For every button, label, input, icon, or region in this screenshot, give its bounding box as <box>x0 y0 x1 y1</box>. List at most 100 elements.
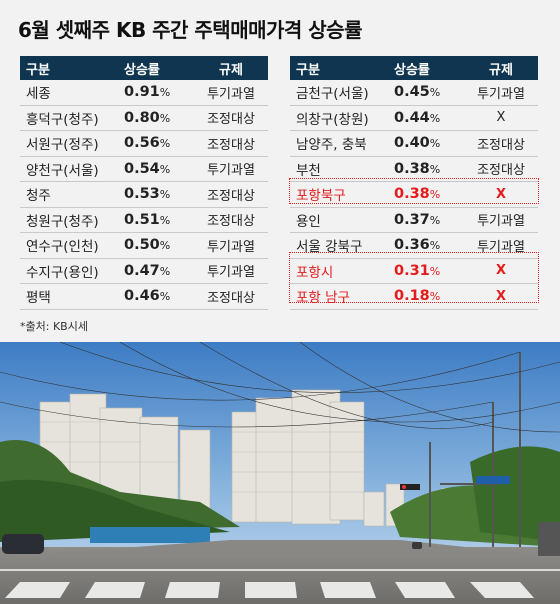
rate-cell: 0.44% <box>394 110 464 126</box>
table-row: 포항시 0.31% X <box>290 259 538 284</box>
percent-sign: % <box>429 264 441 278</box>
percent-sign: % <box>159 86 171 100</box>
region-cell: 수지구(용인) <box>26 264 99 281</box>
rate-table-right: 구분 상승률 규제 금천구(서울) 0.45% 투기과열 의창구(창원) 0.44% X 남… <box>290 56 538 310</box>
header-rate: 상승률 <box>124 62 160 78</box>
table-header: 구분 상승률 규제 <box>290 56 538 80</box>
regulation-cell: 조정대상 <box>207 112 255 128</box>
regulation-cell: 투기과열 <box>207 163 255 179</box>
table-row: 부천 0.38% 조정대상 <box>290 157 538 182</box>
rate-value: 0.38 <box>394 160 430 177</box>
percent-sign: % <box>429 239 441 253</box>
regulation-cell: X <box>495 288 507 304</box>
rate-cell: 0.54% <box>124 161 194 177</box>
region-cell: 금천구(서울) <box>296 86 369 103</box>
table-row: 세종 0.91% 투기과열 <box>20 80 268 106</box>
rate-cell: 0.46% <box>124 288 194 304</box>
street-photo <box>0 342 560 604</box>
percent-sign: % <box>429 86 441 100</box>
rate-value: 0.38 <box>394 186 430 203</box>
percent-sign: % <box>159 111 171 125</box>
header-regulation: 규제 <box>219 62 243 78</box>
table-row: 평택 0.46% 조정대상 <box>20 284 268 310</box>
rate-table-left: 구분 상승률 규제 세종 0.91% 투기과열 흥덕구(청주) 0.80% 조정대상 서원구… <box>20 56 268 310</box>
percent-sign: % <box>429 213 441 227</box>
table-body: 금천구(서울) 0.45% 투기과열 의창구(창원) 0.44% X 남양주, 충북 0.40… <box>290 80 538 310</box>
regulation-cell: 투기과열 <box>477 239 525 255</box>
region-cell: 포항북구 <box>296 188 346 205</box>
regulation-cell: X <box>495 263 507 279</box>
region-cell: 세종 <box>26 86 51 103</box>
table-header: 구분 상승률 규제 <box>20 56 268 80</box>
percent-sign: % <box>429 290 441 304</box>
regulation-cell: 조정대상 <box>207 214 255 230</box>
rate-value: 0.56 <box>124 135 160 152</box>
table-row: 금천구(서울) 0.45% 투기과열 <box>290 80 538 106</box>
percent-sign: % <box>159 264 171 278</box>
rate-cell: 0.53% <box>124 186 194 202</box>
rate-value: 0.31 <box>394 262 430 279</box>
region-cell: 청원구(청주) <box>26 213 99 230</box>
rate-cell: 0.18% <box>394 288 464 304</box>
rate-cell: 0.80% <box>124 110 194 126</box>
rate-cell: 0.37% <box>394 212 464 228</box>
regulation-cell: 투기과열 <box>207 86 255 102</box>
table-row: 연수구(인천) 0.50% 투기과열 <box>20 233 268 259</box>
regulation-cell: X <box>495 186 507 202</box>
table-row: 양천구(서울) 0.54% 투기과열 <box>20 157 268 182</box>
region-cell: 부천 <box>296 162 321 179</box>
header-regulation: 규제 <box>489 62 513 78</box>
rate-value: 0.51 <box>124 211 160 228</box>
region-cell: 포항 남구 <box>296 290 350 307</box>
region-cell: 연수구(인천) <box>26 239 99 256</box>
regulation-cell: 조정대상 <box>207 188 255 204</box>
regulation-cell: 조정대상 <box>207 137 255 153</box>
rate-cell: 0.91% <box>124 84 194 100</box>
table-body: 세종 0.91% 투기과열 흥덕구(청주) 0.80% 조정대상 서원구(정주) 0.56% 조… <box>20 80 268 310</box>
rate-value: 0.46 <box>124 288 160 305</box>
header-region: 구분 <box>26 62 50 78</box>
table-row: 서원구(정주) 0.56% 조정대상 <box>20 131 268 157</box>
regulation-cell: X <box>496 110 506 126</box>
table-row: 흥덕구(청주) 0.80% 조정대상 <box>20 106 268 131</box>
regulation-cell: 투기과열 <box>477 214 525 230</box>
rate-value: 0.40 <box>394 135 430 152</box>
rate-cell: 0.45% <box>394 84 464 100</box>
percent-sign: % <box>159 239 171 253</box>
region-cell: 흥덕구(청주) <box>26 111 99 128</box>
percent-sign: % <box>429 162 441 176</box>
region-cell: 청주 <box>26 188 51 205</box>
table-row: 청주 0.53% 조정대상 <box>20 182 268 208</box>
region-cell: 용인 <box>296 213 321 230</box>
percent-sign: % <box>159 213 171 227</box>
infographic-title: 6월 셋째주 KB 주간 주택매매가격 상승률 <box>18 18 362 42</box>
rate-value: 0.18 <box>394 288 430 305</box>
rate-value: 0.80 <box>124 109 160 126</box>
percent-sign: % <box>159 188 171 202</box>
rate-value: 0.37 <box>394 211 430 228</box>
table-row: 남양주, 충북 0.40% 조정대상 <box>290 131 538 157</box>
rate-value: 0.53 <box>124 186 160 203</box>
source-note: *출처: KB시세 <box>20 320 88 333</box>
region-cell: 평택 <box>26 290 51 307</box>
percent-sign: % <box>429 137 441 151</box>
regulation-cell: 조정대상 <box>477 163 525 179</box>
table-row: 포항북구 0.38% X <box>290 182 538 208</box>
rate-cell: 0.31% <box>394 263 464 279</box>
rate-cell: 0.38% <box>394 186 464 202</box>
region-cell: 포항시 <box>296 264 334 281</box>
region-cell: 양천구(서울) <box>26 162 99 179</box>
region-cell: 서울 강북구 <box>296 239 363 256</box>
rate-value: 0.50 <box>124 237 160 254</box>
rate-value: 0.54 <box>124 160 160 177</box>
table-row: 용인 0.37% 투기과열 <box>290 208 538 233</box>
percent-sign: % <box>159 137 171 151</box>
table-row: 포항 남구 0.18% X <box>290 284 538 310</box>
table-row: 서울 강북구 0.36% 투기과열 <box>290 233 538 259</box>
table-row: 수지구(용인) 0.47% 투기과열 <box>20 259 268 284</box>
percent-sign: % <box>159 162 171 176</box>
rate-value: 0.45 <box>394 84 430 101</box>
rate-cell: 0.47% <box>124 263 194 279</box>
header-region: 구분 <box>296 62 320 78</box>
header-rate: 상승률 <box>394 62 430 78</box>
